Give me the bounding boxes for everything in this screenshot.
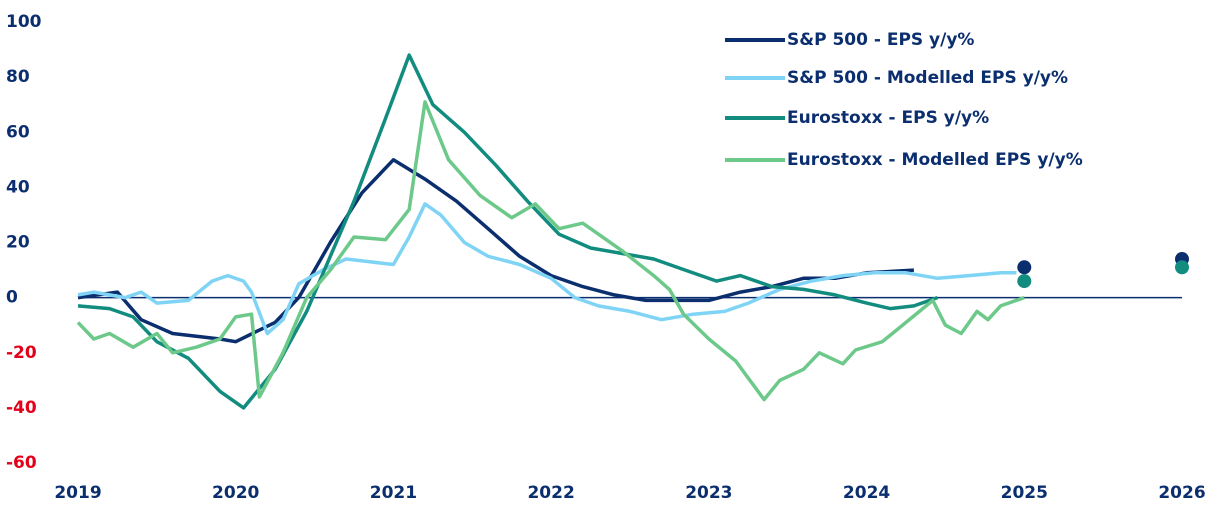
forecast-dot [1017, 260, 1032, 275]
x-tick-label: 2026 [1158, 483, 1205, 503]
legend-label: Eurostoxx - Modelled EPS y/y% [787, 150, 1083, 170]
y-tick-label: 80 [6, 67, 30, 87]
forecast-dot [1017, 274, 1032, 289]
x-tick-label: 2020 [212, 483, 259, 503]
legend-label: S&P 500 - Modelled EPS y/y% [787, 68, 1068, 88]
series-line [77, 53, 939, 410]
series-line [76, 100, 1025, 402]
legend-label: S&P 500 - EPS y/y% [787, 30, 974, 50]
x-tick-label: 2025 [1001, 483, 1048, 503]
y-tick-label: -40 [6, 398, 37, 418]
y-tick-label: 20 [6, 233, 30, 253]
y-tick-label: 60 [6, 122, 30, 142]
x-tick-label: 2023 [685, 483, 732, 503]
y-tick-label: 100 [6, 12, 42, 32]
series-line [77, 202, 1017, 336]
x-tick-label: 2024 [843, 483, 890, 503]
x-tick-label: 2022 [527, 483, 574, 503]
y-tick-label: -60 [6, 453, 37, 473]
forecast-dot [1175, 260, 1189, 275]
x-tick-label: 2021 [370, 483, 417, 503]
legend-label: Eurostoxx - EPS y/y% [787, 108, 989, 128]
x-tick-label: 2019 [54, 483, 101, 503]
y-tick-label: -20 [6, 343, 37, 363]
series-line [77, 158, 914, 344]
y-tick-label: 40 [6, 177, 30, 197]
y-tick-label: 0 [6, 288, 18, 308]
